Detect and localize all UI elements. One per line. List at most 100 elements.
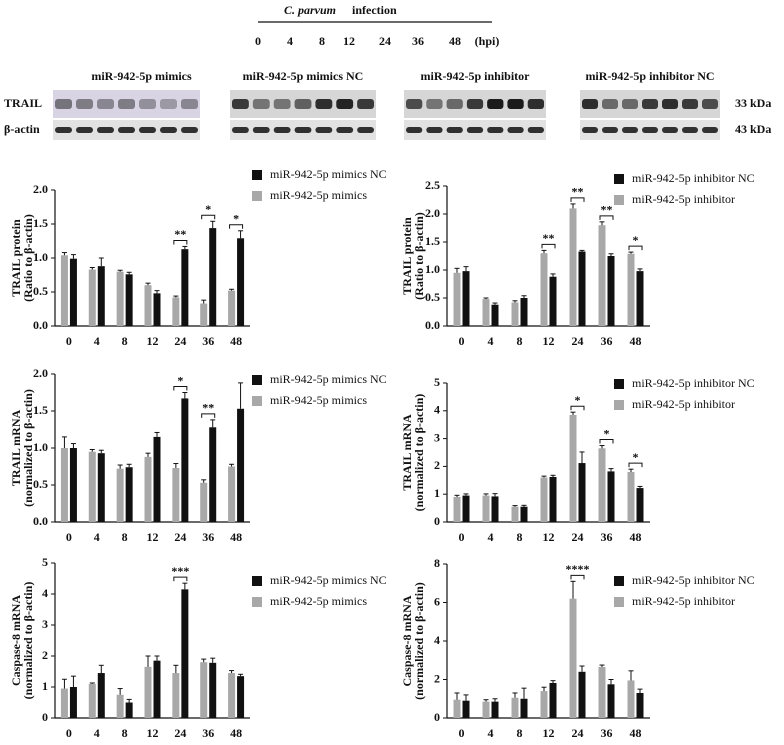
significance-bracket (570, 197, 585, 202)
legend-label: miR-942-5p mimics NC (270, 573, 387, 587)
bar (482, 299, 490, 326)
blot-band (446, 127, 463, 133)
y-axis-label: TRAIL protein (9, 219, 23, 297)
blot-band (487, 127, 504, 133)
y-axis-label: TRAIL mRNA (9, 409, 23, 486)
bar (627, 253, 635, 326)
x-tick-label: 12 (543, 334, 555, 348)
blot-panel-label: miR-942-5p inhibitor NC (585, 69, 714, 83)
legend-label: miR-942-5p inhibitor NC (632, 573, 755, 587)
blot-band (97, 127, 114, 133)
bar (116, 694, 124, 718)
x-tick-label: 12 (543, 530, 555, 544)
significance-label: *** (171, 564, 189, 578)
blot-band (315, 99, 333, 109)
x-tick-label: 4 (94, 726, 100, 740)
bar (97, 266, 105, 326)
blot-band (181, 127, 198, 133)
bar (491, 304, 499, 326)
bar (228, 290, 236, 326)
bar (453, 496, 461, 522)
bar (598, 666, 606, 718)
bar (69, 687, 77, 718)
bar (491, 496, 499, 522)
x-tick-label: 4 (488, 530, 494, 544)
bar (200, 303, 208, 326)
bar (209, 427, 217, 522)
bar (60, 255, 68, 326)
blot-band (622, 99, 638, 109)
x-tick-label: 12 (147, 334, 159, 348)
blot-band (55, 127, 72, 133)
bar (88, 683, 96, 718)
y-tick-label: 3 (434, 430, 440, 444)
blot-band (139, 127, 156, 133)
significance-bracket (201, 214, 216, 220)
y-tick-label: 2.0 (33, 182, 48, 196)
x-tick-label: 8 (122, 530, 128, 544)
blot-band (97, 99, 114, 109)
x-tick-label: 36 (202, 726, 214, 740)
x-tick-label: 24 (572, 726, 584, 740)
timepoint: 4 (287, 34, 293, 48)
blot-band (527, 127, 544, 133)
legend-swatch (614, 597, 624, 607)
y-tick-label: 1 (42, 679, 48, 693)
blot-band (507, 127, 524, 133)
bar (97, 673, 105, 718)
y-axis-note: (normalized to β-actin) (412, 394, 426, 512)
bar (549, 276, 557, 326)
x-tick-label: 48 (630, 334, 642, 348)
organism: C. parvum (284, 3, 336, 17)
bar (144, 285, 152, 326)
timepoint: 24 (379, 34, 391, 48)
bar (607, 471, 615, 522)
y-tick-label: 2.0 (33, 366, 48, 380)
bar (228, 673, 236, 718)
bar (540, 477, 548, 522)
x-tick-label: 0 (459, 726, 465, 740)
blot-panel-label: miR-942-5p mimics (91, 69, 192, 83)
bar (540, 691, 548, 718)
significance-label: * (575, 393, 581, 407)
blot-band (181, 99, 198, 109)
bar (60, 448, 68, 522)
significance-bracket (628, 245, 643, 251)
blot-band (273, 127, 291, 133)
x-tick-label: 36 (601, 334, 613, 348)
x-tick-label: 48 (630, 530, 642, 544)
legend-label: miR-942-5p mimics (270, 594, 367, 608)
significance-label: * (604, 426, 610, 440)
y-tick-label: 0.5 (33, 284, 48, 298)
x-tick-label: 48 (230, 334, 242, 348)
legend-label: miR-942-5p inhibitor NC (632, 376, 755, 390)
blot-band (642, 127, 658, 133)
blot-band (466, 127, 484, 133)
blot-strip (53, 90, 200, 118)
y-tick-label: 1.5 (425, 234, 440, 248)
blot-band (642, 99, 658, 109)
bar (607, 684, 615, 718)
y-tick-label: 1 (434, 486, 440, 500)
bar (520, 506, 528, 522)
blot-band (527, 99, 544, 109)
blot-band (315, 127, 333, 133)
bar (511, 506, 519, 522)
blot-band (602, 99, 618, 109)
significance-bracket (173, 239, 188, 245)
blot-band (76, 127, 93, 133)
blot-band (357, 127, 374, 133)
bar (172, 297, 180, 326)
blot-band (622, 127, 638, 133)
bar (549, 476, 557, 522)
bar (228, 466, 236, 522)
significance-label: **** (566, 562, 590, 576)
x-tick-label: 12 (543, 726, 555, 740)
blot-band (55, 99, 72, 109)
y-tick-label: 0.5 (425, 290, 440, 304)
legend-label: miR-942-5p mimics (270, 393, 367, 407)
legend-label: miR-942-5p inhibitor (632, 192, 735, 206)
blot-band (160, 99, 177, 109)
bar (144, 666, 152, 718)
y-axis-note: (Ratio to β-actin) (21, 214, 35, 302)
